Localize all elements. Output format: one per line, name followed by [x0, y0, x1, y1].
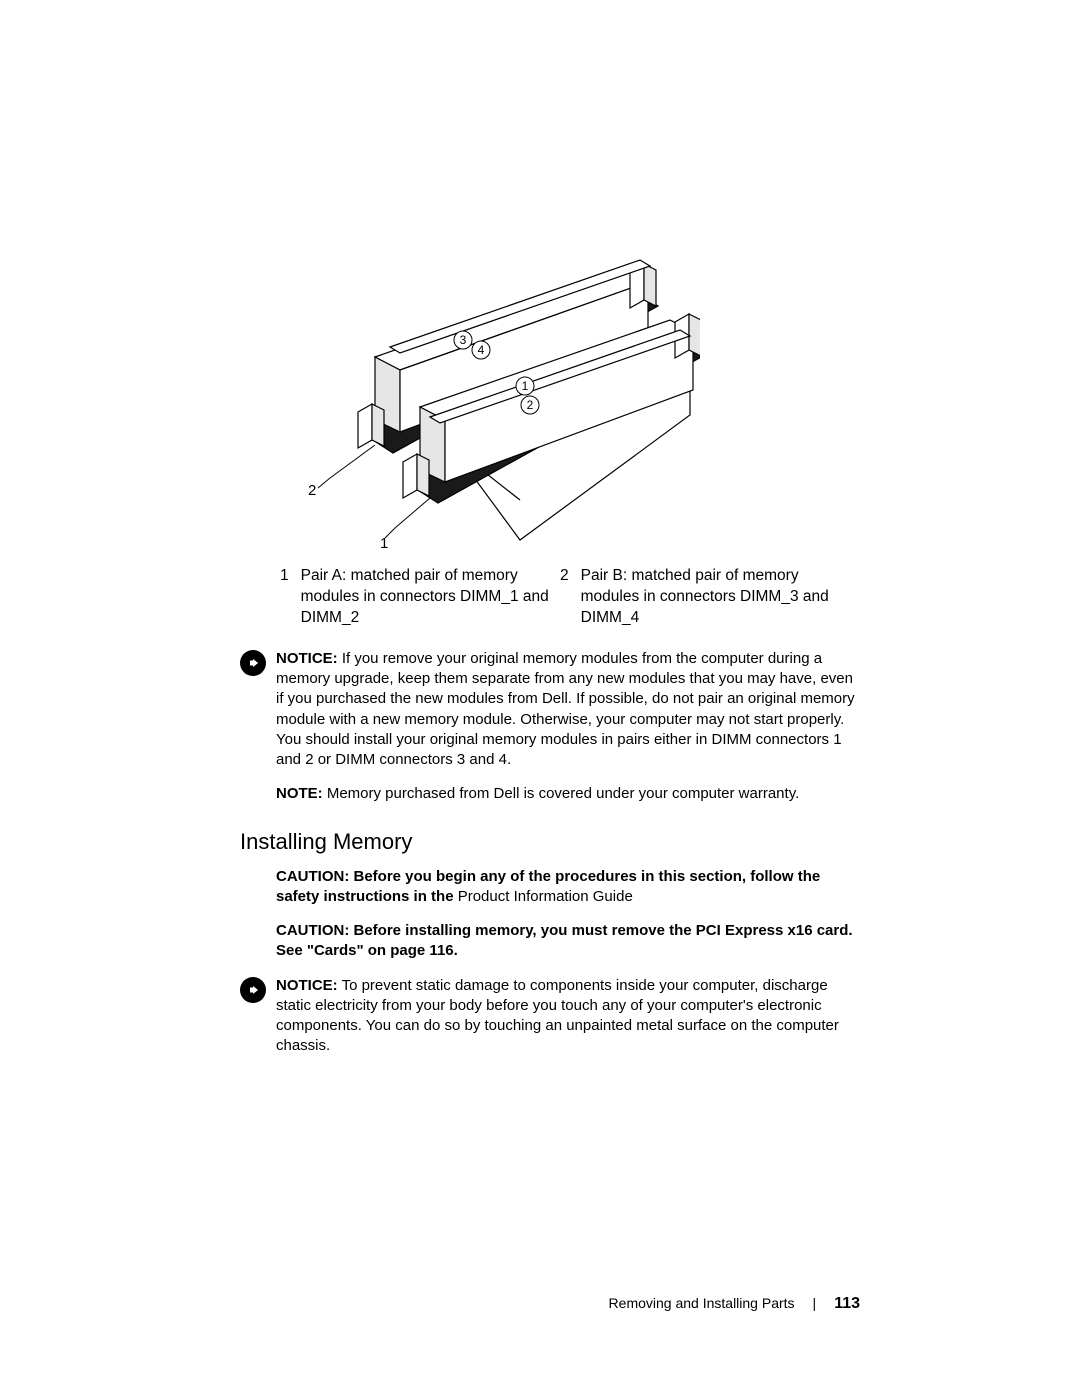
caution-bold-2: Before installing memory, you must remov… — [276, 922, 853, 959]
legend-text-2: Pair B: matched pair of memory modules i… — [581, 566, 840, 629]
legend-num-1: 1 — [280, 566, 289, 629]
footer-page-number: 113 — [834, 1295, 860, 1313]
notice-body-2: To prevent static damage to components i… — [276, 977, 839, 1055]
diagram-legend: 1 Pair A: matched pair of memory modules… — [280, 566, 860, 629]
svg-text:2: 2 — [308, 482, 316, 499]
footer-section: Removing and Installing Parts — [609, 1295, 795, 1311]
legend-num-2: 2 — [560, 566, 569, 629]
notice-block-1: NOTICE: If you remove your original memo… — [240, 649, 860, 771]
caution-block-2: CAUTION: Before installing memory, you m… — [276, 921, 860, 962]
caution-block-1: CAUTION: Before you begin any of the pro… — [276, 867, 860, 908]
caution-tail-1: Product Information Guide — [458, 888, 633, 905]
notice-block-2: NOTICE: To prevent static damage to comp… — [240, 976, 860, 1057]
notice-icon — [240, 977, 266, 1003]
caution-label-2: CAUTION: — [276, 922, 354, 939]
svg-text:1: 1 — [522, 379, 529, 393]
svg-text:2: 2 — [527, 398, 534, 412]
legend-text-1: Pair A: matched pair of memory modules i… — [301, 566, 560, 629]
note-body: Memory purchased from Dell is covered un… — [323, 785, 800, 802]
page-footer: Removing and Installing Parts | 113 — [609, 1295, 860, 1313]
memory-diagram: 3 4 1 2 1 2 — [280, 240, 700, 550]
legend-item-2: 2 Pair B: matched pair of memory modules… — [560, 566, 840, 629]
note-label: NOTE: — [276, 785, 323, 802]
note-block-1: NOTE: Memory purchased from Dell is cove… — [276, 784, 860, 804]
legend-item-1: 1 Pair A: matched pair of memory modules… — [280, 566, 560, 629]
notice-icon — [240, 650, 266, 676]
notice-text-1: NOTICE: If you remove your original memo… — [276, 649, 860, 771]
footer-divider: | — [813, 1295, 817, 1311]
notice-label: NOTICE: — [276, 650, 338, 667]
section-heading: Installing Memory — [240, 829, 860, 855]
caution-label-1: CAUTION: — [276, 868, 354, 885]
document-page: 3 4 1 2 1 2 1 Pair A: matched p — [0, 0, 1080, 1397]
notice-label-2: NOTICE: — [276, 977, 338, 994]
svg-text:4: 4 — [478, 343, 485, 357]
notice-text-2: NOTICE: To prevent static damage to comp… — [276, 976, 860, 1057]
svg-text:3: 3 — [460, 333, 467, 347]
svg-text:1: 1 — [380, 535, 388, 550]
notice-body: If you remove your original memory modul… — [276, 650, 855, 768]
